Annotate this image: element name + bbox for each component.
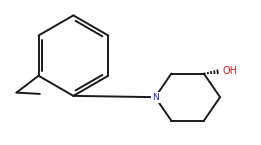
Text: OH: OH — [222, 66, 237, 76]
Text: N: N — [152, 93, 158, 102]
